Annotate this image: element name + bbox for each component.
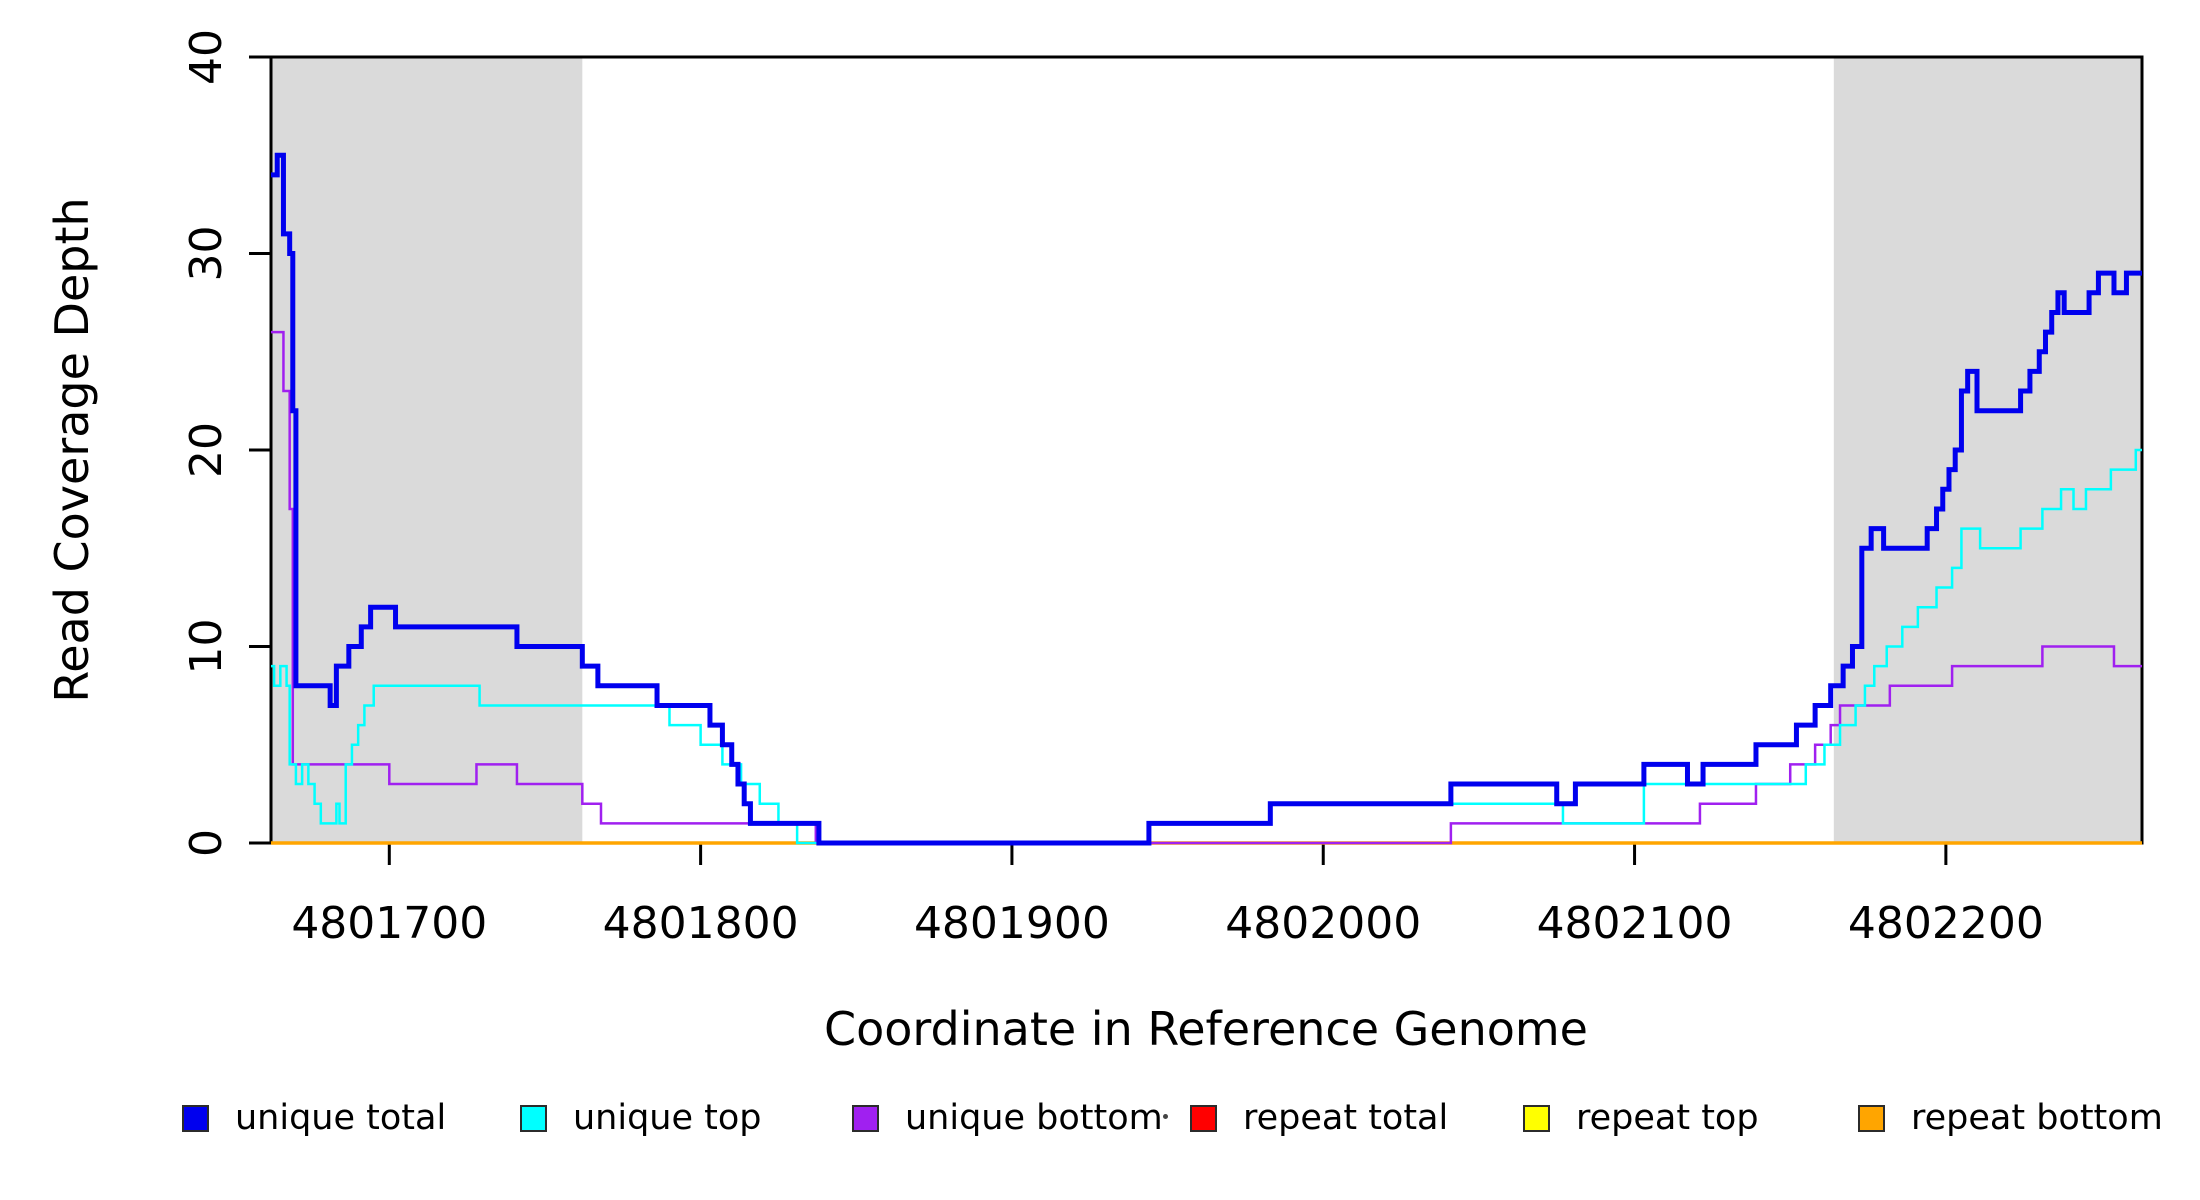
legend-swatch-unique-top-icon [520,1104,547,1132]
legend-swatch-unique-bottom-icon [852,1104,879,1132]
y-axis-tick-label: 10 [181,619,232,675]
y-axis-tick-label: 40 [181,29,232,85]
shaded-region [1833,57,2142,843]
x-axis-tick-label: 4801700 [291,898,487,949]
legend-swatch-repeat-bottom-icon [1858,1104,1885,1132]
series-unique-total [271,152,2142,846]
y-axis-tick-label: 20 [181,422,232,478]
x-axis-tick-label: 4801900 [914,898,1110,949]
legend-swatch-unique-total-icon [182,1104,209,1132]
legend-label-repeat-bottom: repeat bottom [1911,1098,2163,1138]
legend: unique total unique top unique bottom repea… [0,1098,2200,1144]
x-axis-title: Coordinate in Reference Genome [824,1002,1588,1056]
legend-label-repeat-total: repeat total [1243,1098,1449,1138]
x-axis-tick-label: 4801800 [603,898,799,949]
legend-item-repeat-bottom: repeat bottom [1858,1098,2163,1138]
legend-item-repeat-total: repeat total [1190,1098,1448,1138]
x-axis-tick-label: 4802200 [1848,898,2044,949]
legend-item-unique-bottom: unique bottom [852,1098,1163,1138]
legend-item-repeat-top: repeat top [1523,1098,1759,1138]
stray-dot [1163,1114,1168,1119]
legend-label-unique-top: unique top [573,1098,762,1138]
legend-swatch-repeat-top-icon [1523,1104,1550,1132]
legend-item-unique-top: unique top [520,1098,762,1138]
x-axis-tick-label: 4802100 [1537,898,1733,949]
legend-label-unique-bottom: unique bottom [905,1098,1163,1138]
legend-swatch-repeat-total-icon [1190,1104,1217,1132]
legend-label-repeat-top: repeat top [1576,1098,1759,1138]
y-axis-title: Read Coverage Depth [45,197,99,703]
shaded-region [271,57,583,843]
legend-label-unique-total: unique total [235,1098,447,1138]
legend-item-unique-total: unique total [182,1098,446,1138]
y-axis-tick-label: 30 [181,226,232,282]
x-axis-tick-label: 4802000 [1225,898,1421,949]
y-axis-tick-label: 0 [181,829,232,857]
